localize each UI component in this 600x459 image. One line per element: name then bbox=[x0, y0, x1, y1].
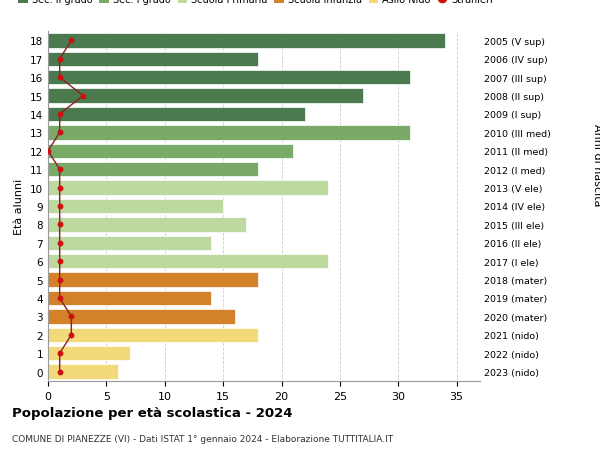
Point bbox=[55, 56, 64, 63]
Bar bbox=[48, 364, 118, 379]
Point bbox=[43, 148, 53, 155]
Bar bbox=[48, 144, 293, 159]
Y-axis label: Età alunni: Età alunni bbox=[14, 179, 25, 235]
Bar bbox=[48, 181, 328, 196]
Point bbox=[55, 240, 64, 247]
Bar bbox=[48, 71, 410, 85]
Point bbox=[55, 166, 64, 174]
Bar bbox=[48, 218, 247, 232]
Text: Popolazione per età scolastica - 2024: Popolazione per età scolastica - 2024 bbox=[12, 406, 293, 419]
Text: Anni di nascita: Anni di nascita bbox=[592, 124, 600, 207]
Point bbox=[55, 368, 64, 375]
Bar bbox=[48, 107, 305, 122]
Bar bbox=[48, 254, 328, 269]
Point bbox=[55, 129, 64, 137]
Bar bbox=[48, 309, 235, 324]
Bar bbox=[48, 162, 258, 177]
Bar bbox=[48, 346, 130, 361]
Point bbox=[78, 93, 88, 100]
Bar bbox=[48, 126, 410, 140]
Bar bbox=[48, 236, 211, 251]
Point bbox=[55, 258, 64, 265]
Point bbox=[67, 313, 76, 320]
Legend: Sec. II grado, Sec. I grado, Scuola Primaria, Scuola Infanzia, Asilo Nido, Stran: Sec. II grado, Sec. I grado, Scuola Prim… bbox=[19, 0, 493, 5]
Bar bbox=[48, 291, 211, 306]
Point bbox=[55, 221, 64, 229]
Point bbox=[67, 331, 76, 339]
Point bbox=[55, 111, 64, 118]
Point bbox=[55, 276, 64, 284]
Bar bbox=[48, 52, 258, 67]
Point bbox=[55, 350, 64, 357]
Point bbox=[67, 38, 76, 45]
Point bbox=[55, 203, 64, 210]
Bar bbox=[48, 34, 445, 49]
Text: COMUNE DI PIANEZZE (VI) - Dati ISTAT 1° gennaio 2024 - Elaborazione TUTTITALIA.I: COMUNE DI PIANEZZE (VI) - Dati ISTAT 1° … bbox=[12, 434, 393, 443]
Point bbox=[55, 74, 64, 82]
Bar bbox=[48, 328, 258, 342]
Bar bbox=[48, 199, 223, 214]
Bar bbox=[48, 89, 363, 104]
Point bbox=[55, 185, 64, 192]
Point bbox=[55, 295, 64, 302]
Bar bbox=[48, 273, 258, 287]
